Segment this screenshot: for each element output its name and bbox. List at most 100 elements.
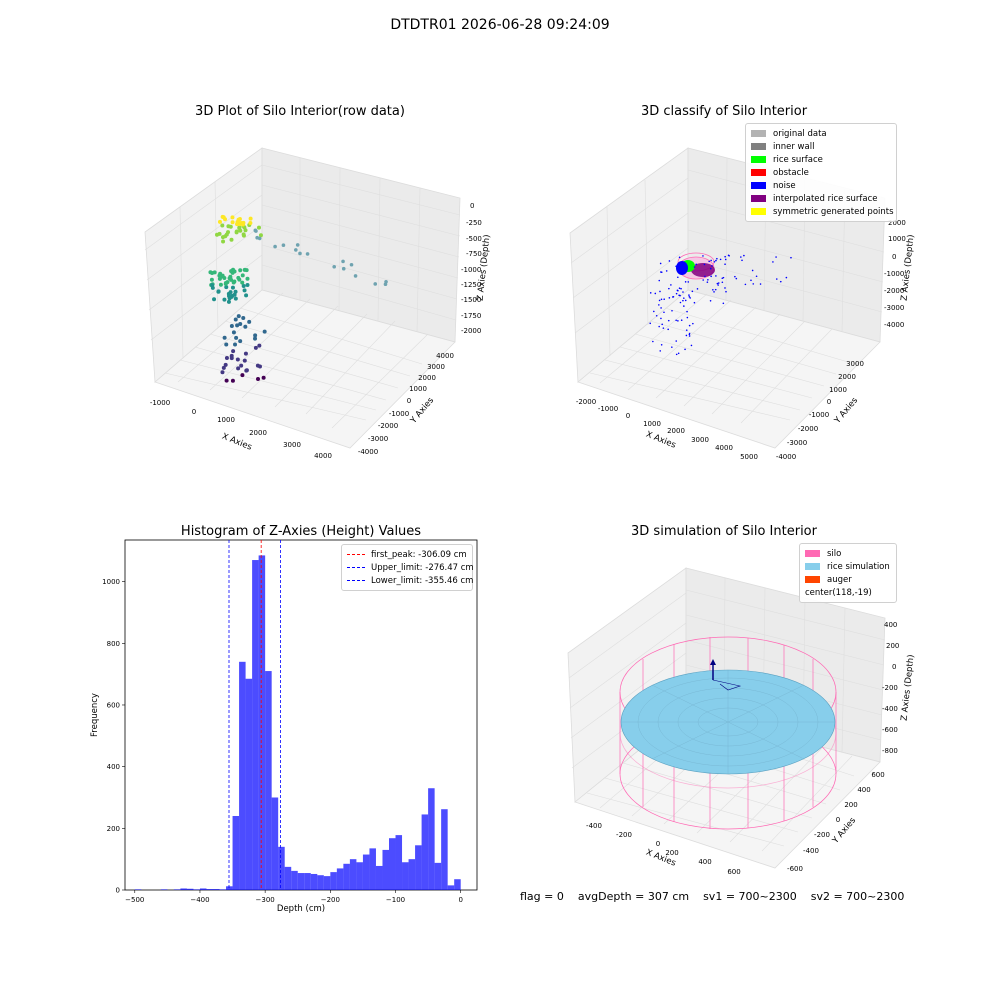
legend-swatch bbox=[805, 576, 820, 583]
raw-point bbox=[220, 273, 225, 278]
noise-point bbox=[678, 287, 681, 289]
noise-point bbox=[675, 340, 678, 342]
histogram-bar bbox=[252, 560, 259, 890]
legend-label: interpolated rice surface bbox=[773, 193, 878, 204]
classify-y-tick: 2000 bbox=[838, 373, 856, 381]
raw-point bbox=[230, 378, 235, 383]
raw-y-tick: -4000 bbox=[358, 448, 378, 456]
raw-point bbox=[261, 375, 266, 380]
noise-point bbox=[712, 289, 714, 291]
classify-y-tick: -4000 bbox=[776, 453, 796, 461]
legend-item-original-data: original data bbox=[751, 127, 891, 140]
raw-y-tick: 3000 bbox=[427, 363, 445, 371]
raw-point bbox=[223, 362, 228, 367]
histogram-bar bbox=[369, 848, 376, 890]
histogram-y-ticks: 0 200 400 600 800 1000 bbox=[102, 578, 125, 895]
noise-point bbox=[759, 283, 762, 285]
raw-point bbox=[229, 277, 234, 282]
noise-point bbox=[689, 297, 691, 299]
noise-point bbox=[752, 283, 755, 285]
classify-legend: original data inner wall rice surface ob… bbox=[745, 123, 897, 222]
histogram-bar bbox=[447, 885, 455, 890]
noise-point bbox=[785, 276, 788, 279]
raw-point bbox=[253, 228, 258, 233]
raw-point bbox=[231, 330, 236, 335]
simulation-x-tick: -400 bbox=[586, 822, 602, 830]
histogram-bar bbox=[265, 671, 272, 890]
raw-point bbox=[383, 282, 388, 287]
raw-point bbox=[262, 329, 267, 334]
raw-z-tick: -250 bbox=[466, 219, 482, 227]
classify-x-tick: -2000 bbox=[576, 398, 596, 406]
raw-point bbox=[230, 215, 235, 220]
histogram-title: Histogram of Z-Axies (Height) Values bbox=[180, 524, 422, 539]
raw-point bbox=[295, 243, 300, 247]
histogram-bar bbox=[356, 862, 363, 890]
legend-label: rice surface bbox=[773, 154, 823, 165]
classify-z-tick: 0 bbox=[892, 253, 896, 261]
simulation-y-ticks: -600 -400 -200 0 200 400 600 bbox=[787, 771, 885, 873]
classify-y-tick: 1000 bbox=[829, 386, 847, 394]
noise-point bbox=[711, 265, 713, 267]
simulation-z-axis-label: Z Axies (Depth) bbox=[900, 654, 917, 721]
legend-item-first-peak: first_peak: -306.09 cm bbox=[347, 548, 467, 561]
legend-item-upper-limit: Upper_limit: -276.47 cm bbox=[347, 561, 474, 574]
noise-point bbox=[668, 297, 671, 299]
raw-point bbox=[216, 289, 221, 294]
raw-point bbox=[226, 294, 231, 299]
histogram-bar bbox=[193, 889, 200, 890]
raw-point bbox=[236, 366, 241, 371]
raw-point bbox=[221, 365, 226, 370]
noise-point bbox=[663, 298, 665, 300]
legend-swatch bbox=[751, 156, 766, 163]
histogram-bar bbox=[226, 886, 233, 890]
histogram-bar bbox=[389, 838, 396, 890]
noise-point bbox=[663, 311, 665, 314]
noise-point bbox=[661, 323, 663, 326]
raw-z-tick: -1000 bbox=[461, 266, 481, 274]
raw-point bbox=[248, 216, 253, 221]
classify-x-tick: 3000 bbox=[691, 436, 709, 444]
noise-point bbox=[677, 320, 679, 322]
raw-data-points bbox=[208, 214, 388, 383]
raw-z-tick: -500 bbox=[466, 235, 482, 243]
simulation-x-tick: 600 bbox=[727, 868, 740, 876]
histogram-bar bbox=[297, 873, 305, 890]
noise-point bbox=[654, 292, 657, 295]
legend-line bbox=[347, 580, 365, 581]
raw-point bbox=[255, 363, 260, 368]
noise-point bbox=[677, 276, 679, 279]
raw-point bbox=[349, 262, 354, 267]
histogram-x-tick: −400 bbox=[190, 896, 209, 904]
raw-point bbox=[235, 222, 240, 227]
histogram-x-ticks: −500 −400 −300 −200 −100 0 bbox=[125, 890, 463, 904]
simulation-plot-title: 3D simulation of Silo Interior bbox=[631, 524, 817, 539]
simulation-y-tick: 0 bbox=[836, 816, 840, 824]
histogram-bar bbox=[395, 835, 403, 890]
simulation-x-ticks: -400 -200 0 200 400 600 bbox=[586, 822, 741, 876]
noise-point bbox=[724, 255, 726, 258]
classify-x-tick: -1000 bbox=[598, 405, 618, 413]
noise-point bbox=[682, 299, 684, 302]
noise-point bbox=[696, 288, 699, 290]
noise-point bbox=[688, 294, 690, 296]
raw-point bbox=[242, 288, 247, 293]
raw-point bbox=[238, 268, 243, 273]
raw-point bbox=[220, 370, 225, 375]
raw-z-tick: 0 bbox=[470, 202, 474, 210]
raw-point bbox=[253, 345, 258, 350]
noise-point bbox=[685, 329, 688, 331]
classify-noise-points bbox=[649, 254, 792, 356]
sv1-status: sv1 = 700~2300 bbox=[703, 890, 797, 903]
raw-x-tick: -1000 bbox=[150, 399, 170, 407]
raw-point bbox=[241, 232, 246, 237]
noise-point bbox=[658, 325, 660, 328]
noise-point bbox=[725, 290, 727, 293]
raw-point bbox=[239, 363, 244, 368]
raw-point bbox=[244, 293, 249, 298]
legend-swatch bbox=[805, 550, 820, 557]
noise-point bbox=[678, 256, 681, 259]
classify-y-tick: 3000 bbox=[846, 360, 864, 368]
noise-point bbox=[687, 281, 690, 283]
